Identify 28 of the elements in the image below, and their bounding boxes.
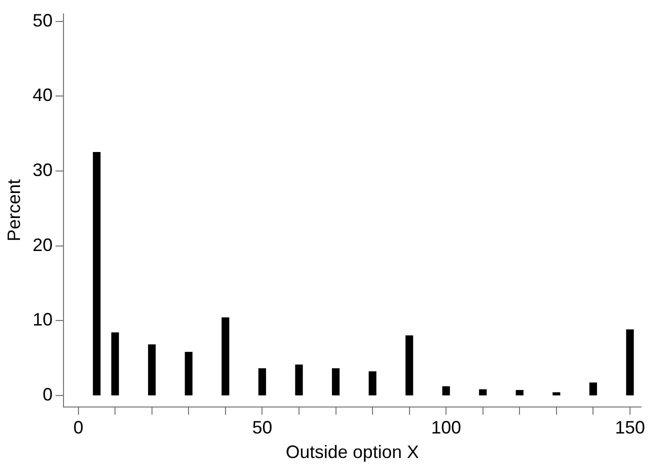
bar (589, 382, 598, 396)
y-tick-label: 20 (32, 234, 53, 255)
bar (184, 352, 192, 396)
bar (332, 368, 340, 396)
bar (479, 389, 487, 396)
y-axis-title: Percent (4, 179, 24, 242)
bar (368, 371, 376, 396)
x-tick-label: 150 (614, 418, 645, 438)
bar (92, 152, 101, 396)
x-tick-label: 50 (252, 418, 272, 438)
bar (552, 392, 560, 396)
bar (258, 368, 266, 396)
bar (148, 344, 156, 396)
bar (405, 335, 414, 396)
y-tick-label: 40 (32, 85, 53, 106)
bar (222, 317, 230, 396)
bar (442, 386, 450, 396)
y-tick-label: 50 (32, 10, 53, 30)
x-tick-label: 100 (431, 418, 462, 438)
x-axis-title: Outside option X (286, 442, 419, 462)
bar (295, 364, 303, 396)
y-tick-label: 0 (42, 384, 53, 405)
y-tick-label: 10 (32, 310, 53, 330)
bar (111, 332, 119, 396)
bar (626, 329, 634, 396)
x-tick-label: 0 (73, 418, 84, 438)
bar (516, 390, 524, 396)
y-tick-label: 30 (32, 160, 53, 180)
